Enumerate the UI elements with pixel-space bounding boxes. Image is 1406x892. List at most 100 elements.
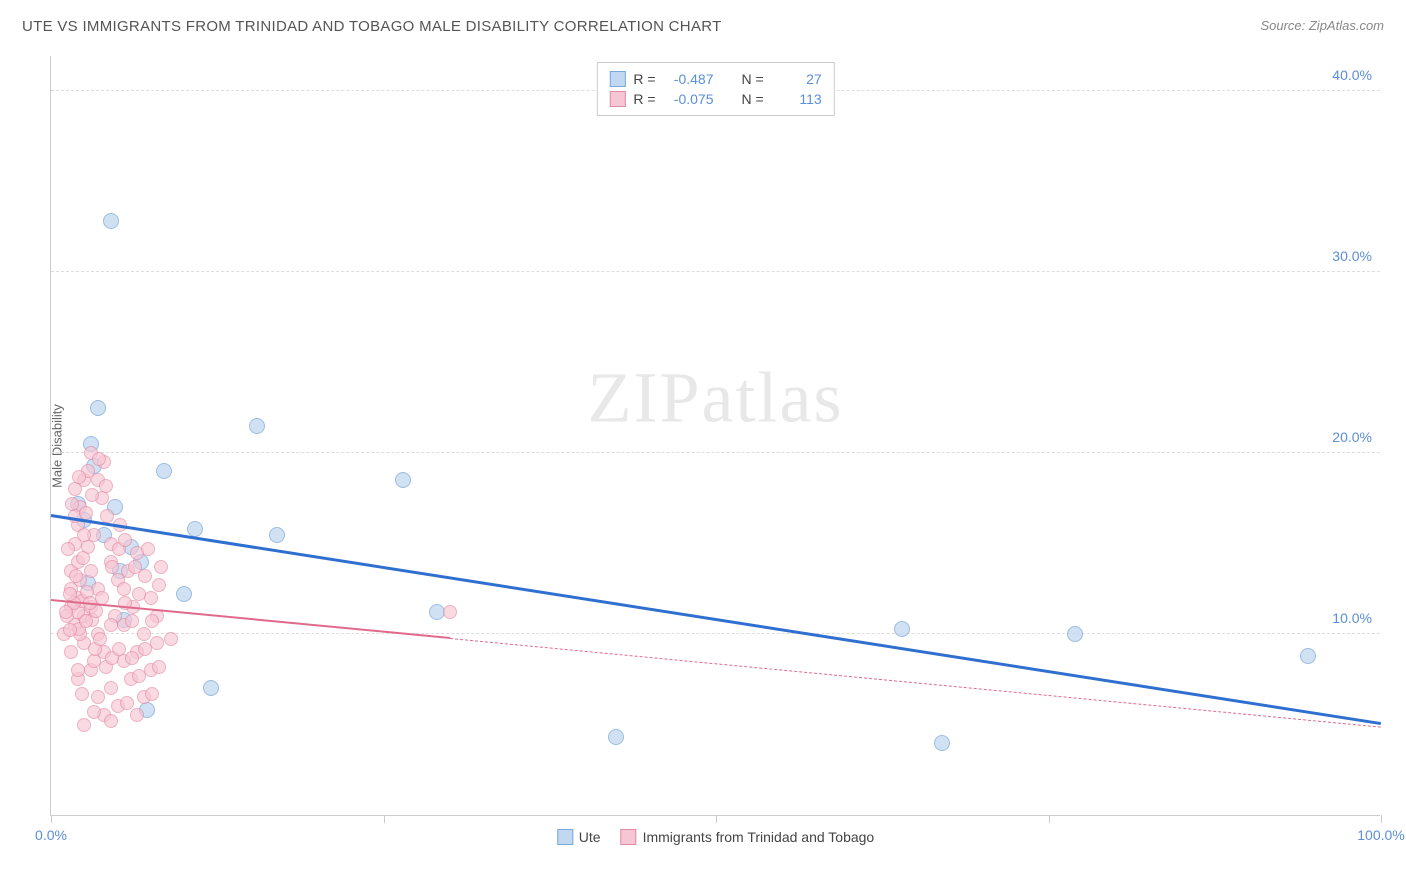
scatter-point <box>64 645 78 659</box>
chart-title: UTE VS IMMIGRANTS FROM TRINIDAD AND TOBA… <box>22 18 722 35</box>
scatter-point <box>395 472 411 488</box>
scatter-point <box>125 614 139 628</box>
scatter-point <box>934 735 950 751</box>
scatter-point <box>141 542 155 556</box>
watermark-text: ZIPatlas <box>588 356 844 439</box>
legend-swatch <box>621 829 637 845</box>
scatter-point <box>120 696 134 710</box>
x-tick-label: 0.0% <box>35 827 67 843</box>
legend-row: R = -0.075 N = 113 <box>609 89 821 109</box>
legend-item: Ute <box>557 829 601 845</box>
scatter-point <box>84 564 98 578</box>
scatter-point <box>77 718 91 732</box>
legend-correlation: R = -0.487 N = 27 R = -0.075 N = 113 <box>596 62 834 116</box>
chart-header: UTE VS IMMIGRANTS FROM TRINIDAD AND TOBA… <box>0 0 1406 45</box>
scatter-point <box>138 642 152 656</box>
legend-n-label: N = <box>742 91 764 107</box>
legend-n-value: 113 <box>772 91 822 107</box>
scatter-point <box>68 482 82 496</box>
scatter-point <box>132 669 146 683</box>
legend-n-label: N = <box>742 71 764 87</box>
scatter-point <box>105 560 119 574</box>
scatter-point <box>65 497 79 511</box>
legend-label: Immigrants from Trinidad and Tobago <box>643 829 875 845</box>
scatter-point <box>75 687 89 701</box>
scatter-point <box>91 690 105 704</box>
scatter-point <box>118 533 132 547</box>
scatter-point <box>203 680 219 696</box>
scatter-point <box>104 618 118 632</box>
scatter-chart: ZIPatlas 10.0%20.0%30.0%40.0%0.0%100.0%R… <box>50 56 1380 816</box>
scatter-point <box>104 714 118 728</box>
gridline <box>51 633 1380 634</box>
legend-row: R = -0.487 N = 27 <box>609 69 821 89</box>
chart-source: Source: ZipAtlas.com <box>1260 18 1384 35</box>
scatter-point <box>63 623 77 637</box>
scatter-point <box>132 587 146 601</box>
scatter-point <box>87 705 101 719</box>
scatter-point <box>145 687 159 701</box>
scatter-point <box>71 663 85 677</box>
x-tick <box>1381 815 1382 823</box>
scatter-point <box>76 551 90 565</box>
legend-r-value: -0.075 <box>664 91 714 107</box>
scatter-point <box>92 452 106 466</box>
scatter-point <box>138 569 152 583</box>
x-tick <box>384 815 385 823</box>
legend-swatch <box>609 91 625 107</box>
x-tick-label: 100.0% <box>1357 827 1404 843</box>
legend-r-label: R = <box>633 91 655 107</box>
scatter-point <box>144 591 158 605</box>
gridline <box>51 452 1380 453</box>
scatter-point <box>269 527 285 543</box>
scatter-point <box>99 479 113 493</box>
legend-swatch <box>557 829 573 845</box>
scatter-point <box>103 213 119 229</box>
legend-r-value: -0.487 <box>664 71 714 87</box>
scatter-point <box>104 681 118 695</box>
scatter-point <box>894 621 910 637</box>
scatter-point <box>152 660 166 674</box>
scatter-point <box>154 560 168 574</box>
x-tick <box>1049 815 1050 823</box>
scatter-point <box>61 542 75 556</box>
scatter-point <box>150 636 164 650</box>
scatter-point <box>125 651 139 665</box>
scatter-point <box>130 708 144 722</box>
scatter-point <box>69 569 83 583</box>
scatter-point <box>145 614 159 628</box>
scatter-point <box>176 586 192 602</box>
legend-n-value: 27 <box>772 71 822 87</box>
scatter-point <box>63 587 77 601</box>
scatter-point <box>90 400 106 416</box>
scatter-point <box>443 605 457 619</box>
scatter-point <box>152 578 166 592</box>
scatter-point <box>72 470 86 484</box>
scatter-point <box>1300 648 1316 664</box>
scatter-point <box>85 488 99 502</box>
legend-series: Ute Immigrants from Trinidad and Tobago <box>557 829 874 845</box>
scatter-point <box>59 605 73 619</box>
legend-swatch <box>609 71 625 87</box>
y-tick-label: 30.0% <box>1332 248 1372 264</box>
scatter-point <box>249 418 265 434</box>
legend-label: Ute <box>579 829 601 845</box>
scatter-point <box>112 642 126 656</box>
scatter-point <box>77 528 91 542</box>
scatter-point <box>1067 626 1083 642</box>
scatter-point <box>93 632 107 646</box>
y-tick-label: 10.0% <box>1332 610 1372 626</box>
scatter-point <box>117 582 131 596</box>
x-tick <box>716 815 717 823</box>
x-tick <box>51 815 52 823</box>
scatter-point <box>164 632 178 646</box>
scatter-point <box>79 614 93 628</box>
scatter-point <box>137 627 151 641</box>
y-tick-label: 40.0% <box>1332 67 1372 83</box>
scatter-point <box>128 560 142 574</box>
legend-r-label: R = <box>633 71 655 87</box>
legend-item: Immigrants from Trinidad and Tobago <box>621 829 875 845</box>
scatter-point <box>156 463 172 479</box>
y-tick-label: 20.0% <box>1332 429 1372 445</box>
gridline <box>51 271 1380 272</box>
